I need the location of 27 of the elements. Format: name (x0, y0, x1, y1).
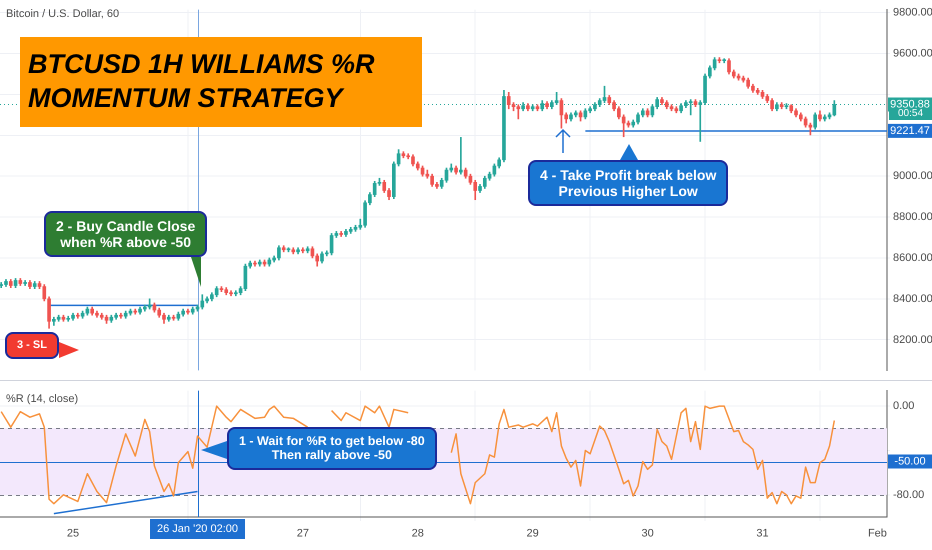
y-tick-label: 8200.00 (893, 334, 932, 346)
text: 00:54 (889, 108, 932, 120)
annotation: 2 - Buy Candle Close when %R above -50 (44, 211, 208, 258)
text: BTCUSD 1H WILLIAMS %R MOMENTUM STRATEGY (20, 37, 422, 127)
annotation: 3 - SL (5, 332, 59, 359)
x-tick-label: 31 (756, 528, 769, 540)
annotation: 1 - Wait for %R to get below -80 Then rally above -50 (227, 427, 437, 470)
x-tick-label: 29 (526, 528, 539, 540)
ref-line-label: 26 Jan '20 02:00 (157, 523, 238, 536)
y-tick-label: 8800.00 (893, 211, 932, 224)
y-tick-label: 9000.00 (893, 170, 932, 182)
x-tick-label: 30 (641, 528, 654, 540)
x-tick-label: 27 (296, 528, 309, 540)
y-tick-label: 8600.00 (893, 252, 932, 264)
y-tick-label: 8400.00 (893, 292, 932, 305)
annotation: 4 - Take Profit break below Previous Higher Low (528, 160, 728, 206)
ref-line-label: -50.00 (894, 456, 926, 468)
chart-title: %R (14, close) (6, 393, 78, 405)
x-tick-label: Feb (868, 528, 887, 540)
y-tick-label: -80.00 (893, 488, 924, 501)
annotation: 9221.47 (890, 124, 930, 137)
x-tick-label: 25 (66, 528, 80, 540)
x-tick-label: 28 (412, 528, 424, 540)
y-tick-label: 0.00 (893, 400, 914, 412)
y-tick-label: 9600.00 (893, 48, 932, 60)
chart-subtitle: Bitcoin / U.S. Dollar, 60 (6, 8, 120, 20)
y-tick-label: 9800.00 (893, 6, 932, 19)
